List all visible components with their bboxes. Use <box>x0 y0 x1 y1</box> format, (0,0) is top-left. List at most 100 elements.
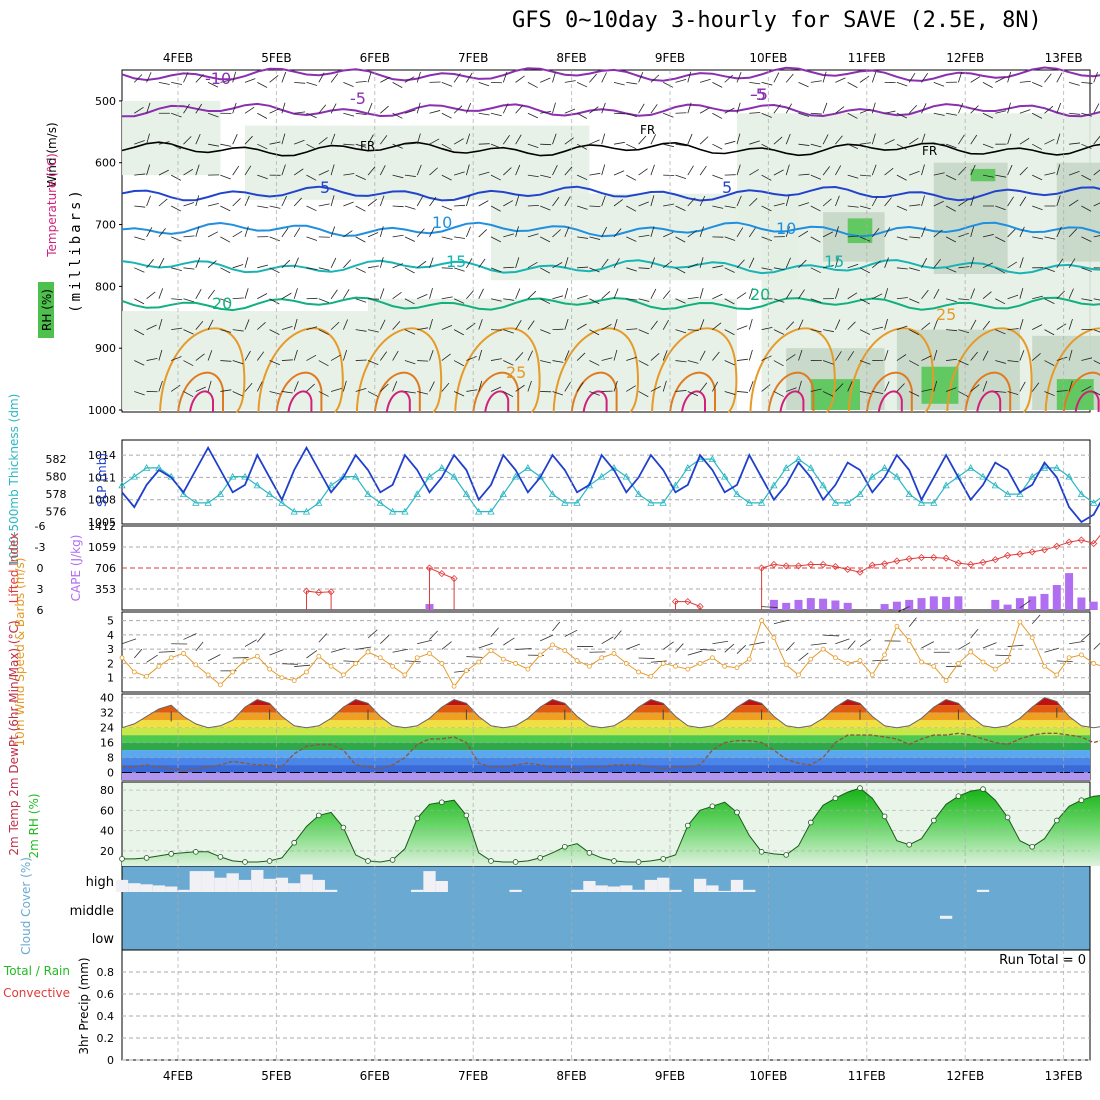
temp-band <box>122 772 1090 780</box>
temp-tick-label: 16 <box>100 737 114 750</box>
wind10m-point <box>956 661 961 666</box>
wind-barb <box>736 227 744 238</box>
wind-barb <box>318 203 330 207</box>
wind10m-barb <box>712 640 728 645</box>
date-label-bottom: 12FEB <box>946 1069 984 1083</box>
wind-barb <box>1081 143 1092 149</box>
wind-barb <box>552 295 564 300</box>
wind-barb <box>613 170 625 176</box>
wind-barb <box>478 380 483 392</box>
wind-barb <box>663 232 674 238</box>
wind-barb <box>134 360 145 366</box>
wind-barb <box>847 174 859 179</box>
isotherm-15 <box>121 259 1100 275</box>
li-point <box>991 556 999 564</box>
wind-barb <box>171 143 182 150</box>
wind-barb <box>1019 381 1026 392</box>
li-point <box>794 562 803 570</box>
rh-point <box>217 854 224 860</box>
isotherm-25-loop <box>454 327 541 413</box>
wind-barb <box>343 259 352 269</box>
cape-bar <box>929 596 938 610</box>
wind-barb <box>785 164 790 176</box>
rh-fill-light <box>737 113 1100 225</box>
wind-barb <box>576 143 587 150</box>
wind10m-point <box>144 673 150 679</box>
wind-barb <box>478 229 488 238</box>
wind-barb <box>712 205 724 209</box>
wind-barb <box>404 142 416 145</box>
li-point <box>856 568 864 576</box>
cloud-high-bar <box>201 871 215 892</box>
wind-barb <box>379 257 384 268</box>
wind10m-barb <box>183 633 197 640</box>
cloud_cover-frame <box>121 865 1091 951</box>
wind-barb <box>515 195 520 207</box>
wind-barb <box>429 318 433 330</box>
wind10m-barb <box>195 641 204 652</box>
wind-barb <box>294 111 306 114</box>
isotherm-35-loop <box>976 390 1002 413</box>
wind-barb <box>1044 267 1055 273</box>
wind-barb <box>785 73 794 83</box>
wind-barb <box>195 133 201 145</box>
wind10m-point <box>476 659 482 665</box>
wind-barb <box>343 143 355 146</box>
wind-barb <box>1019 318 1024 330</box>
wind-barb <box>306 383 315 392</box>
wind-barb <box>318 72 325 83</box>
wind-barb <box>256 381 263 392</box>
wind-barb <box>847 292 858 300</box>
wind-barb <box>601 258 609 269</box>
li-point <box>425 564 434 572</box>
wind-barb <box>1056 102 1062 114</box>
wind-barb <box>220 205 231 212</box>
wind-barb <box>379 226 384 238</box>
wind-barb <box>650 195 655 207</box>
wind-barb <box>293 257 299 268</box>
date-label-bottom: 4FEB <box>163 1069 193 1083</box>
wind-barb <box>712 381 719 392</box>
wind-barb <box>441 143 452 150</box>
wind10m-point <box>279 675 285 681</box>
wind10m-point <box>1091 661 1097 666</box>
wind-barb <box>466 258 473 269</box>
wind-barb <box>503 233 514 238</box>
date-label-bottom: 11FEB <box>848 1069 886 1083</box>
slp-tick-label: 1011 <box>88 471 116 484</box>
wind10m-point <box>119 655 125 661</box>
wind-barb <box>613 141 625 145</box>
li-point <box>967 560 975 569</box>
wind-tick-label: 1 <box>107 672 114 685</box>
wind-barb <box>601 195 606 207</box>
wind-barb <box>982 143 994 149</box>
rh-point <box>291 839 298 846</box>
wind10m-point <box>353 661 359 666</box>
wind-barb <box>527 350 534 361</box>
wind10m-barb <box>1044 647 1060 653</box>
isotherm--10 <box>121 66 1100 82</box>
wind-barb <box>306 236 318 241</box>
wind10m-barb <box>490 627 499 637</box>
wind-barb <box>466 133 471 145</box>
wind10m-point <box>820 646 826 652</box>
wind-barb <box>798 259 807 269</box>
wind-barb <box>896 205 908 211</box>
isotherm-30-loop <box>472 371 520 413</box>
wind-barb <box>355 112 367 116</box>
wind-barb <box>810 329 822 333</box>
wind-barb <box>736 358 748 361</box>
wind-barb <box>970 226 975 238</box>
li-tick-label: 3 <box>37 583 44 596</box>
cape-bar <box>1003 604 1012 610</box>
thickness-point <box>573 499 581 506</box>
wind-barb <box>970 257 975 268</box>
wind-barb <box>379 195 385 207</box>
thickness-line <box>121 458 1100 513</box>
wind-barb <box>626 267 637 272</box>
li-point <box>758 564 766 572</box>
wind-barb <box>183 329 194 335</box>
wind-barb <box>835 195 840 207</box>
wind-barb <box>379 165 386 176</box>
thickness-point <box>142 464 151 471</box>
